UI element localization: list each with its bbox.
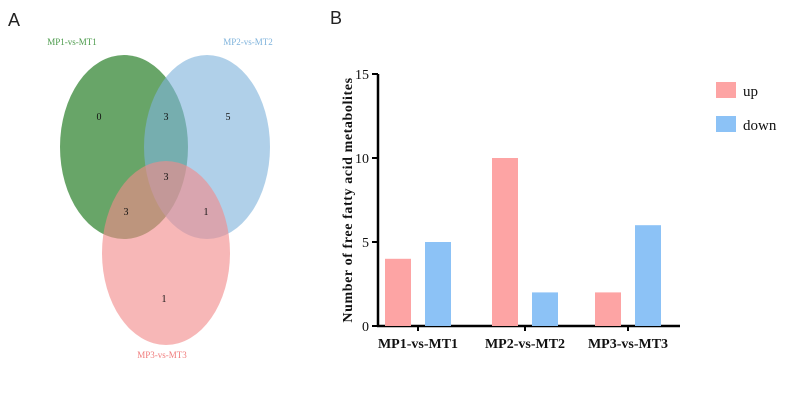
venn-count-1-2: 3: [164, 112, 169, 123]
bar-up-2: [492, 158, 518, 326]
y-tick-label: 0: [362, 320, 369, 335]
venn-count-only-2: 5: [226, 112, 231, 123]
panel-label-b: B: [330, 8, 343, 28]
y-tick-label: 10: [355, 152, 369, 167]
legend-swatch-down: [716, 116, 736, 132]
bar-down-2: [532, 292, 558, 326]
x-tick-label: MP3-vs-MT3: [588, 337, 668, 352]
venn-count-1-3: 3: [124, 207, 129, 218]
legend-swatch-up: [716, 82, 736, 98]
bar-down-3: [635, 225, 661, 326]
bar-up-3: [595, 292, 621, 326]
panel-label-a: A: [8, 10, 21, 30]
x-tick-label: MP1-vs-MT1: [378, 337, 458, 352]
y-tick-label: 15: [355, 68, 369, 83]
legend-label-down: down: [743, 118, 777, 134]
bar-up-1: [385, 258, 411, 326]
legend-label-up: up: [743, 84, 758, 100]
venn-count-only-3: 1: [162, 294, 167, 305]
bar-down-1: [425, 242, 451, 326]
venn-diagram: MP1-vs-MT1 MP2-vs-MT2 MP3-vs-MT3 0 5 1 3 3 1 3: [47, 37, 273, 360]
y-axis-label: Number of free fatty acid metabolites: [341, 77, 356, 322]
venn-label-mp1: MP1-vs-MT1: [47, 37, 97, 47]
x-tick-label: MP2-vs-MT2: [485, 337, 565, 352]
venn-label-mp3: MP3-vs-MT3: [137, 350, 187, 360]
venn-count-2-3: 1: [204, 207, 209, 218]
venn-count-1-2-3: 3: [164, 172, 169, 183]
y-tick-label: 5: [362, 236, 369, 251]
venn-set-mp3: [102, 161, 230, 345]
venn-label-mp2: MP2-vs-MT2: [223, 37, 273, 47]
venn-count-only-1: 0: [97, 112, 102, 123]
